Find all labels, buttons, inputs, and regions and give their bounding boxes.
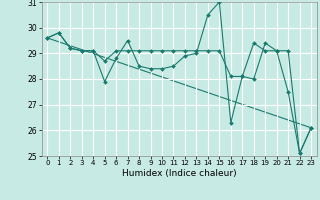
X-axis label: Humidex (Indice chaleur): Humidex (Indice chaleur) xyxy=(122,169,236,178)
